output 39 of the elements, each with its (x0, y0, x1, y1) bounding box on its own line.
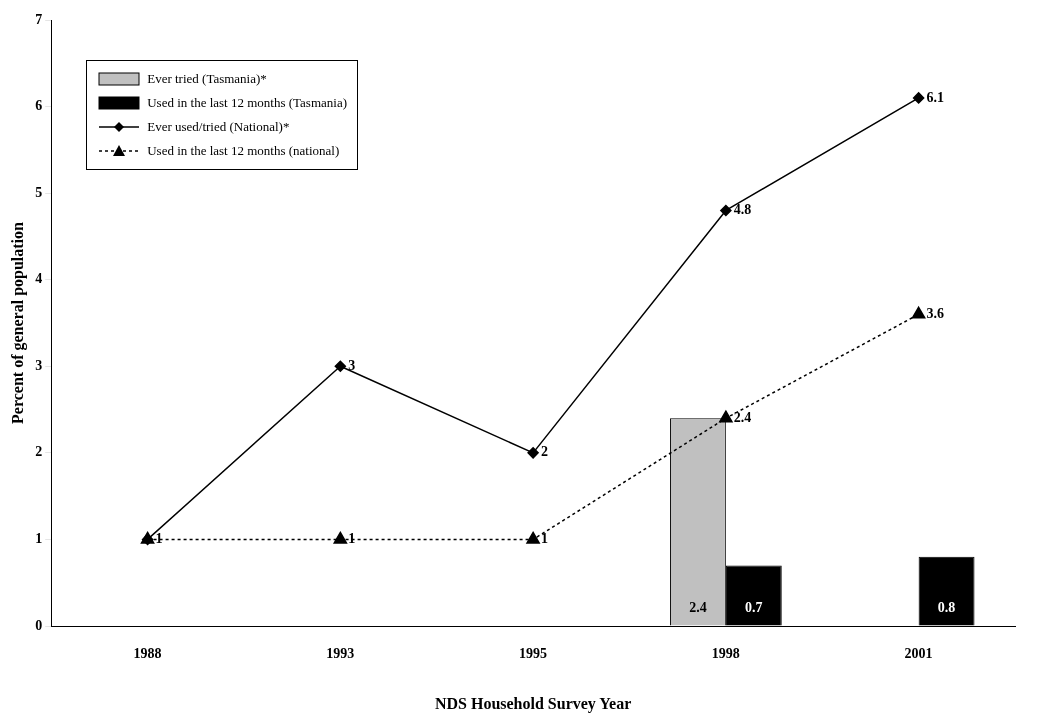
legend-label: Ever tried (Tasmania)* (147, 71, 267, 87)
data-label: 1 (348, 531, 356, 547)
point (526, 531, 540, 544)
data-label: 2 (541, 444, 549, 460)
y-tick-label: 2 (35, 444, 43, 460)
x-tick-label: 1998 (711, 646, 740, 662)
point (333, 531, 348, 544)
data-label: 0.7 (745, 600, 763, 616)
x-tick-label: 1995 (519, 646, 548, 662)
y-tick-label: 0 (35, 617, 43, 633)
y-tick-label: 5 (35, 184, 43, 200)
data-label: 1 (155, 531, 163, 547)
x-tick-label: 1993 (326, 646, 355, 662)
data-label: 1 (541, 531, 549, 547)
data-label: 2.4 (689, 600, 707, 616)
legend-label: Used in the last 12 months (national) (147, 143, 340, 159)
y-tick-label: 7 (35, 11, 43, 27)
y-tick-label: 1 (35, 531, 43, 547)
y-axis-title: Percent of general population (8, 221, 27, 424)
data-label: 6.1 (926, 89, 945, 105)
point (912, 92, 925, 104)
data-label: 3.6 (926, 305, 945, 321)
point (911, 306, 926, 319)
data-label: 3 (348, 357, 356, 373)
point (334, 360, 347, 373)
legend-label: Ever used/tried (National)* (147, 119, 290, 135)
x-tick-label: 1988 (133, 646, 162, 662)
point (719, 410, 733, 423)
y-tick-label: 3 (35, 357, 43, 373)
legend-label: Used in the last 12 months (Tasmania) (147, 95, 348, 111)
data-label: 2.4 (733, 409, 752, 425)
y-tick-label: 4 (35, 271, 43, 287)
data-label: 4.8 (733, 202, 752, 218)
x-tick-label: 2001 (904, 646, 933, 662)
y-tick-label: 6 (35, 98, 43, 114)
point (527, 447, 539, 459)
data-label: 0.8 (937, 600, 956, 616)
x-axis-title: NDS Household Survey Year (434, 694, 632, 713)
point (720, 204, 732, 217)
